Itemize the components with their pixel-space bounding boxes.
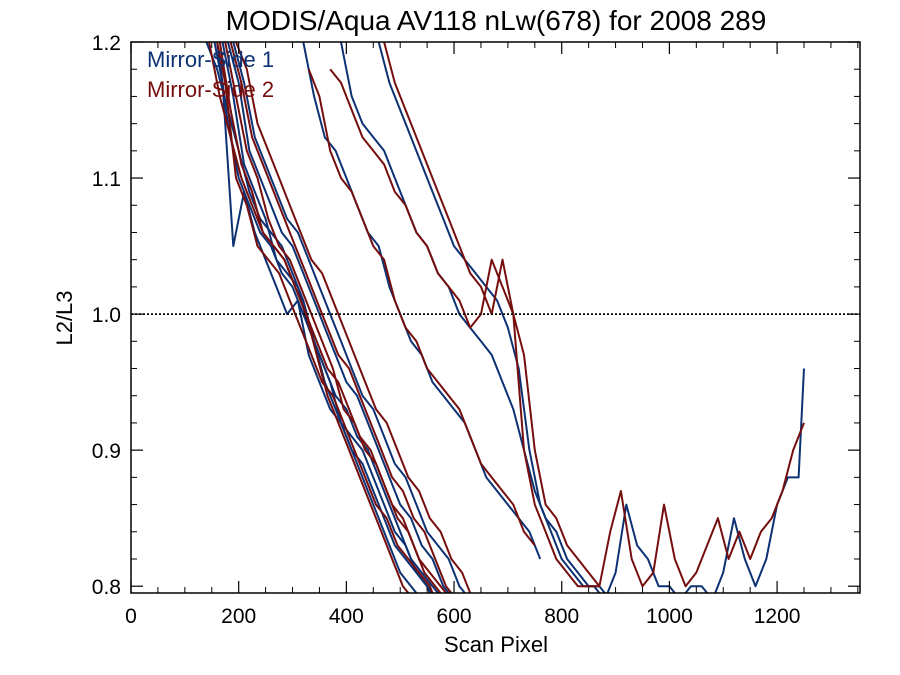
- series-line-15: [235, 42, 472, 593]
- series-line-8: [340, 42, 607, 593]
- x-tick-label: 1200: [754, 605, 801, 628]
- legend-mirror-side-2: Mirror-Side 2: [147, 77, 274, 102]
- series-line-17: [329, 68, 600, 588]
- series-line-9: [377, 42, 805, 593]
- x-tick-label: 0: [125, 605, 137, 628]
- series-line-5: [226, 42, 450, 593]
- legend-mirror-side-1: Mirror-Side 1: [147, 47, 274, 72]
- x-tick-label: 800: [544, 605, 579, 628]
- plot-frame: [130, 41, 861, 594]
- y-tick-label: 0.9: [92, 440, 121, 463]
- series-line-16: [307, 68, 536, 547]
- x-tick-label: 400: [329, 605, 364, 628]
- y-tick-label: 0.8: [92, 576, 121, 599]
- legend: Mirror-Side 1 Mirror-Side 2: [147, 47, 274, 102]
- series-line-6: [232, 42, 467, 593]
- y-tick-label: 1.1: [92, 168, 121, 191]
- series-layer: [205, 42, 805, 593]
- series-line-18: [383, 42, 805, 588]
- series-line-7: [302, 42, 542, 560]
- y-axis-label: L2/L3: [52, 290, 77, 345]
- axis-layer: 0 200 400 600 800 1000 1200 0.8 0.9 1.0 1.1 1.2: [92, 32, 860, 628]
- x-tick-label: 1000: [646, 605, 693, 628]
- y-tick-label: 1.2: [92, 32, 121, 55]
- series-line-13: [224, 42, 448, 593]
- chart-title: MODIS/Aqua AV118 nLw(678) for 2008 289: [226, 5, 767, 36]
- x-tick-label: 600: [437, 605, 472, 628]
- y-tick-label: 1.0: [92, 304, 121, 327]
- series-line-14: [229, 42, 453, 593]
- x-tick-label: 200: [221, 605, 256, 628]
- series-line-10: [208, 42, 410, 593]
- x-axis-label: Scan Pixel: [444, 632, 548, 657]
- series-line-11: [216, 42, 434, 593]
